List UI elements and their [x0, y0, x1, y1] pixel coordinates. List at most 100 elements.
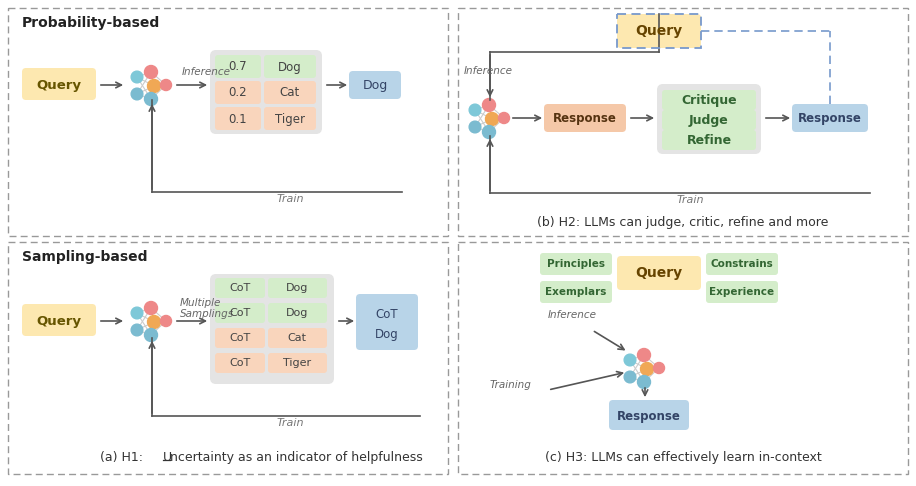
FancyBboxPatch shape [662, 130, 756, 150]
Text: CoT: CoT [229, 358, 251, 368]
Circle shape [640, 363, 653, 376]
FancyBboxPatch shape [662, 90, 756, 110]
FancyBboxPatch shape [215, 303, 265, 323]
FancyBboxPatch shape [662, 110, 756, 130]
Circle shape [145, 329, 158, 342]
FancyBboxPatch shape [458, 242, 908, 474]
Circle shape [498, 112, 509, 123]
Text: Dog: Dog [376, 328, 398, 341]
Text: Cat: Cat [280, 87, 300, 100]
Text: Sampling-based: Sampling-based [22, 250, 147, 264]
Text: Dog: Dog [286, 283, 308, 293]
FancyBboxPatch shape [268, 278, 327, 298]
FancyBboxPatch shape [617, 256, 701, 290]
FancyBboxPatch shape [349, 71, 401, 99]
Circle shape [469, 121, 481, 133]
Text: Train: Train [277, 418, 304, 428]
FancyBboxPatch shape [657, 84, 761, 154]
Text: Query: Query [37, 79, 82, 91]
Circle shape [145, 301, 158, 314]
Text: Query: Query [636, 24, 682, 38]
FancyBboxPatch shape [215, 353, 265, 373]
Circle shape [131, 307, 143, 319]
Text: CoT: CoT [376, 308, 398, 320]
FancyBboxPatch shape [215, 278, 265, 298]
Circle shape [147, 315, 160, 329]
Circle shape [131, 88, 143, 100]
FancyBboxPatch shape [264, 107, 316, 130]
Text: Cat: Cat [288, 333, 307, 343]
Text: Exemplars: Exemplars [545, 287, 606, 297]
FancyBboxPatch shape [268, 353, 327, 373]
Circle shape [469, 104, 481, 116]
FancyBboxPatch shape [264, 55, 316, 78]
Text: CoT: CoT [229, 308, 251, 318]
Text: Response: Response [553, 111, 617, 124]
Text: Query: Query [37, 314, 82, 328]
Text: Response: Response [617, 410, 681, 422]
FancyBboxPatch shape [268, 303, 327, 323]
FancyBboxPatch shape [8, 8, 448, 236]
Text: Dog: Dog [363, 79, 387, 91]
Text: (a) H1:: (a) H1: [100, 451, 147, 464]
Circle shape [483, 125, 496, 139]
Text: Multiple: Multiple [180, 298, 222, 308]
FancyBboxPatch shape [215, 107, 261, 130]
Text: Probability-based: Probability-based [22, 16, 160, 30]
FancyBboxPatch shape [792, 104, 868, 132]
Text: Tiger: Tiger [275, 112, 305, 125]
Text: U: U [163, 451, 172, 464]
FancyBboxPatch shape [458, 8, 908, 236]
Circle shape [624, 354, 636, 366]
Text: Experience: Experience [709, 287, 775, 297]
FancyBboxPatch shape [540, 281, 612, 303]
Text: Train: Train [676, 195, 703, 205]
Text: Train: Train [277, 194, 304, 204]
FancyBboxPatch shape [268, 328, 327, 348]
Text: Critique: Critique [682, 93, 736, 106]
Circle shape [638, 348, 650, 362]
FancyBboxPatch shape [22, 68, 96, 100]
Text: 0.1: 0.1 [229, 112, 247, 125]
Circle shape [131, 324, 143, 336]
FancyBboxPatch shape [215, 55, 261, 78]
Text: Dog: Dog [286, 308, 308, 318]
Text: (b) H2: LLMs can judge, critic, refine and more: (b) H2: LLMs can judge, critic, refine a… [538, 215, 829, 228]
Text: Judge: Judge [689, 114, 729, 126]
FancyBboxPatch shape [264, 81, 316, 104]
Circle shape [160, 315, 171, 327]
Circle shape [638, 376, 650, 388]
Circle shape [145, 66, 158, 79]
FancyBboxPatch shape [210, 274, 334, 384]
Circle shape [483, 99, 496, 111]
Text: Principles: Principles [547, 259, 605, 269]
Circle shape [131, 71, 143, 83]
Text: Tiger: Tiger [283, 358, 311, 368]
Text: Dog: Dog [278, 60, 302, 73]
FancyBboxPatch shape [215, 328, 265, 348]
Circle shape [624, 371, 636, 383]
FancyBboxPatch shape [609, 400, 689, 430]
Circle shape [145, 92, 158, 105]
Circle shape [160, 80, 171, 90]
FancyBboxPatch shape [215, 81, 261, 104]
Text: 0.7: 0.7 [229, 60, 247, 73]
Circle shape [147, 80, 160, 92]
Text: Samplings: Samplings [180, 309, 234, 319]
Text: Constrains: Constrains [711, 259, 773, 269]
FancyBboxPatch shape [22, 304, 96, 336]
Text: CoT: CoT [229, 283, 251, 293]
Circle shape [653, 363, 664, 374]
Text: Inference: Inference [548, 310, 597, 320]
FancyBboxPatch shape [706, 281, 778, 303]
Text: Query: Query [636, 266, 682, 280]
FancyBboxPatch shape [540, 253, 612, 275]
Text: ncertainty as an indicator of helpfulness: ncertainty as an indicator of helpfulnes… [170, 451, 423, 464]
Circle shape [485, 112, 498, 125]
FancyBboxPatch shape [617, 14, 701, 48]
FancyBboxPatch shape [210, 50, 322, 134]
Text: Refine: Refine [686, 134, 732, 146]
Text: Response: Response [798, 111, 862, 124]
FancyBboxPatch shape [356, 294, 418, 350]
FancyBboxPatch shape [8, 242, 448, 474]
